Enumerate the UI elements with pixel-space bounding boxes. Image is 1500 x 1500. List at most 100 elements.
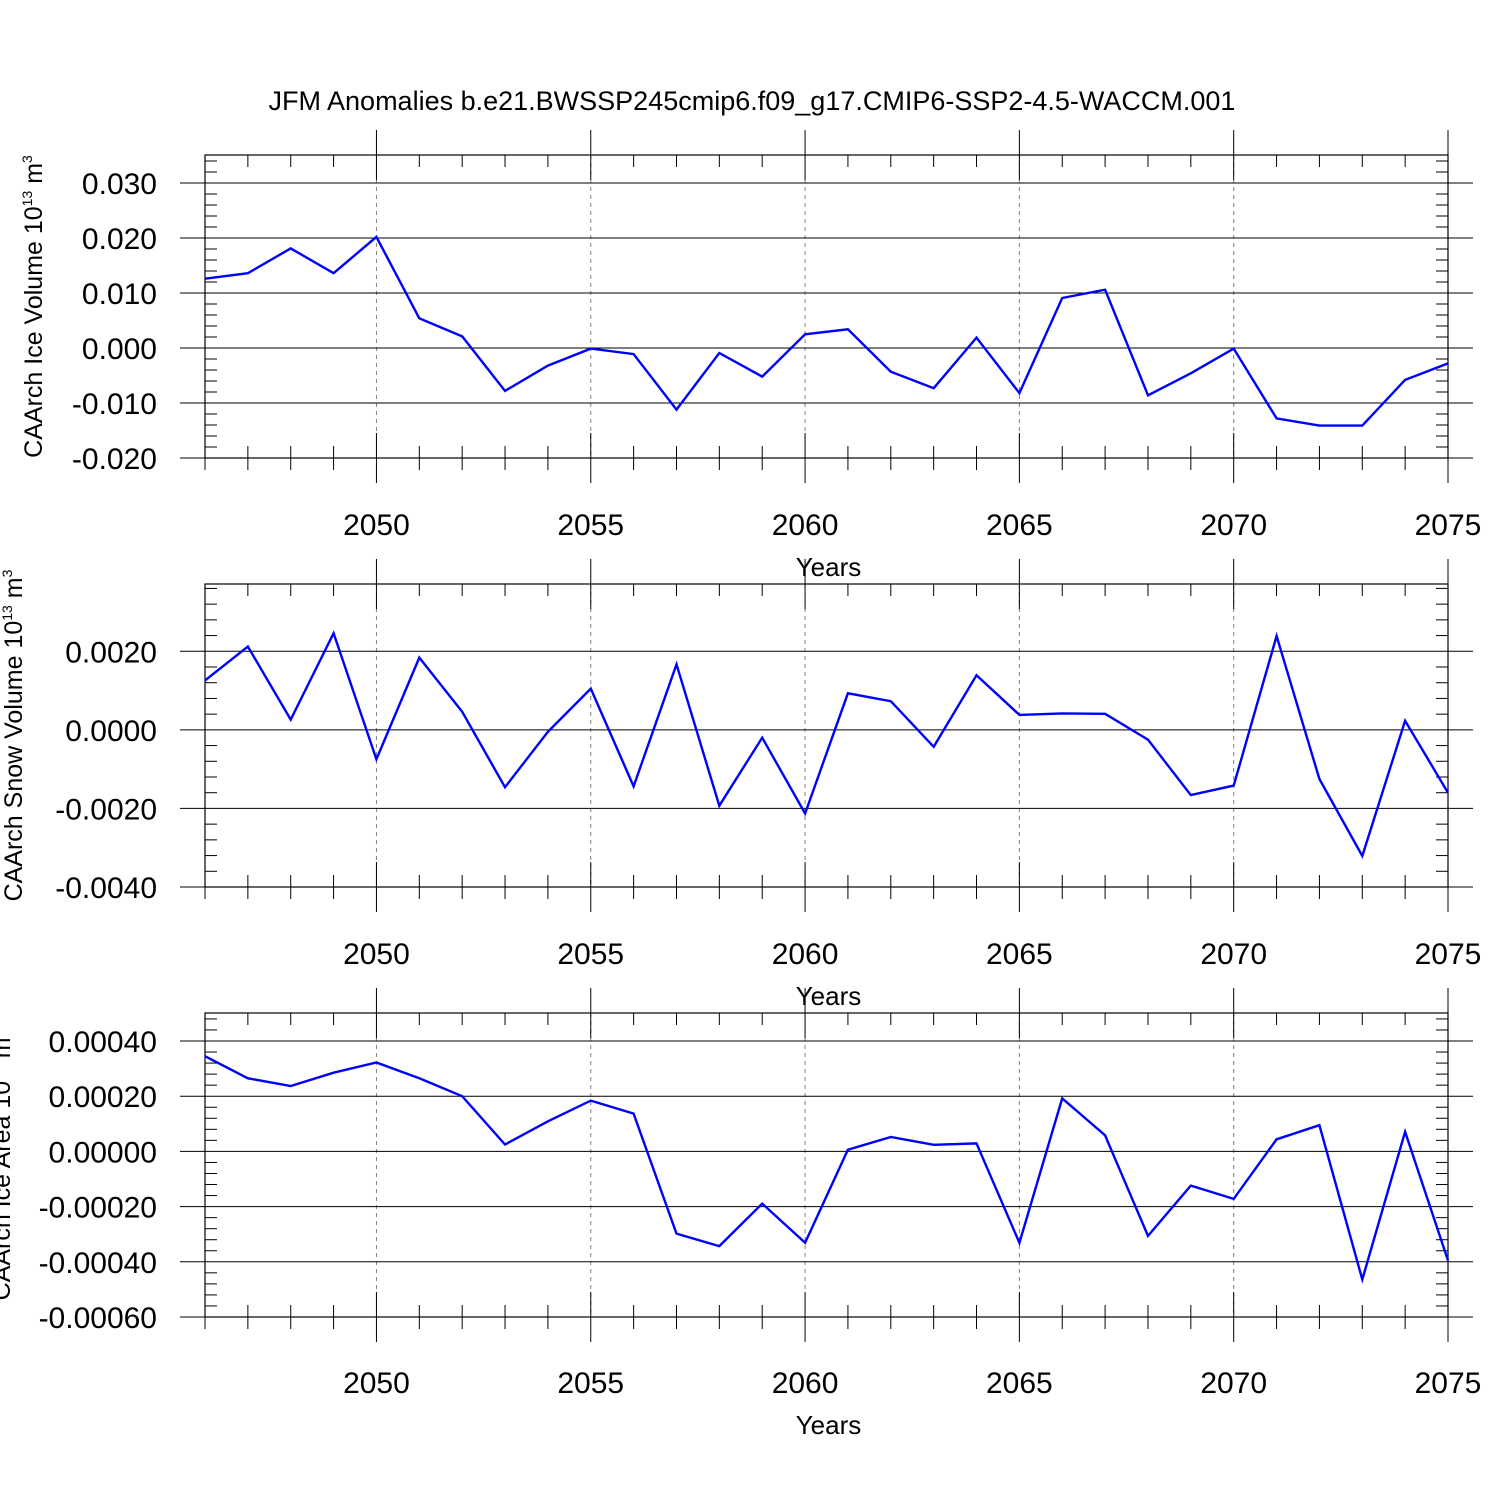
data-point bbox=[761, 737, 763, 739]
data-point bbox=[1018, 392, 1020, 394]
data-point bbox=[290, 247, 292, 249]
data-point bbox=[975, 1142, 977, 1144]
data-point bbox=[1190, 794, 1192, 796]
x-axis-title: Years bbox=[796, 552, 862, 582]
data-point bbox=[718, 804, 720, 806]
data-point bbox=[718, 1245, 720, 1247]
data-point bbox=[461, 711, 463, 713]
data-point bbox=[290, 1085, 292, 1087]
data-point bbox=[504, 390, 506, 392]
y-tick-label: -0.00040 bbox=[39, 1247, 157, 1280]
data-point bbox=[1190, 1184, 1192, 1186]
data-point bbox=[932, 387, 934, 389]
data-point bbox=[461, 1095, 463, 1097]
y-tick-label: 0.020 bbox=[82, 223, 157, 256]
plot-frame bbox=[204, 1012, 1449, 1318]
data-point bbox=[418, 317, 420, 319]
data-point bbox=[804, 333, 806, 335]
data-point bbox=[1232, 1198, 1234, 1200]
data-point bbox=[590, 1099, 592, 1101]
x-tick-label: 2075 bbox=[1415, 938, 1482, 971]
data-point bbox=[632, 353, 634, 355]
y-tick-label: 0.00020 bbox=[49, 1081, 157, 1114]
data-point bbox=[204, 278, 206, 280]
data-point bbox=[1275, 635, 1277, 637]
data-point bbox=[932, 746, 934, 748]
data-point bbox=[1147, 738, 1149, 740]
data-point bbox=[504, 786, 506, 788]
panels: -0.020 -0.010 0.000 0.010 0.020 0.030 2050 2055… bbox=[0, 130, 1481, 1440]
data-point bbox=[1318, 424, 1320, 426]
data-point bbox=[375, 1061, 377, 1063]
data-point bbox=[890, 700, 892, 702]
x-tick-label: 2050 bbox=[343, 938, 410, 971]
data-point bbox=[632, 1112, 634, 1114]
x-axis-title: Years bbox=[796, 1410, 862, 1440]
y-tick-label: 0.010 bbox=[82, 278, 157, 311]
data-point bbox=[204, 679, 206, 681]
data-point bbox=[1318, 1124, 1320, 1126]
data-point bbox=[461, 335, 463, 337]
x-axis-title: Years bbox=[796, 981, 862, 1011]
data-point bbox=[1232, 347, 1234, 349]
chart-panel-3: -0.00060 -0.00040 -0.00020 0.00000 0.00020 0.… bbox=[0, 988, 1481, 1440]
x-tick-label: 2060 bbox=[772, 509, 839, 542]
data-point bbox=[1275, 417, 1277, 419]
y-axis-title: CAArch Ice Area 1013 m2 bbox=[0, 1029, 16, 1300]
y-tick-label: 0.0020 bbox=[65, 636, 157, 669]
data-point bbox=[1275, 1138, 1277, 1140]
data-point bbox=[718, 352, 720, 354]
data-point bbox=[547, 1120, 549, 1122]
x-tick-label: 2070 bbox=[1200, 938, 1267, 971]
x-tick-label: 2075 bbox=[1415, 1367, 1482, 1400]
data-point bbox=[932, 1144, 934, 1146]
figure-title: JFM Anomalies b.e21.BWSSP245cmip6.f09_g1… bbox=[269, 86, 1236, 116]
data-point bbox=[1232, 784, 1234, 786]
data-point bbox=[590, 347, 592, 349]
data-point bbox=[1018, 1242, 1020, 1244]
data-point bbox=[1190, 372, 1192, 374]
data-point bbox=[247, 645, 249, 647]
data-point bbox=[247, 272, 249, 274]
data-point bbox=[975, 674, 977, 676]
data-point bbox=[1447, 362, 1449, 364]
data-point bbox=[1447, 792, 1449, 794]
x-tick-label: 2050 bbox=[343, 509, 410, 542]
data-point bbox=[804, 812, 806, 814]
data-point bbox=[847, 692, 849, 694]
data-point bbox=[1104, 289, 1106, 291]
data-point bbox=[1061, 1097, 1063, 1099]
chart-panel-2: -0.0040 -0.0020 0.0000 0.0020 2050 2055 2060 20… bbox=[0, 559, 1481, 1011]
data-point bbox=[1104, 713, 1106, 715]
x-tick-label: 2055 bbox=[557, 1367, 624, 1400]
data-point bbox=[1318, 778, 1320, 780]
x-tick-label: 2065 bbox=[986, 509, 1053, 542]
data-point bbox=[675, 663, 677, 665]
data-point bbox=[804, 1242, 806, 1244]
data-point bbox=[418, 1077, 420, 1079]
data-point bbox=[332, 272, 334, 274]
data-point bbox=[332, 632, 334, 634]
y-tick-label: -0.0020 bbox=[55, 793, 157, 826]
data-point bbox=[1404, 720, 1406, 722]
y-tick-label: 0.000 bbox=[82, 333, 157, 366]
y-tick-label: -0.020 bbox=[72, 443, 157, 476]
data-point bbox=[504, 1143, 506, 1145]
y-tick-label: -0.010 bbox=[72, 388, 157, 421]
y-axis-title: CAArch Snow Volume 1013 m3 bbox=[0, 569, 28, 901]
x-tick-label: 2075 bbox=[1415, 509, 1482, 542]
data-point bbox=[1147, 1235, 1149, 1237]
data-point bbox=[375, 236, 377, 238]
data-point bbox=[1104, 1134, 1106, 1136]
data-point bbox=[1361, 1278, 1363, 1280]
chart-panel-1: -0.020 -0.010 0.000 0.010 0.020 0.030 2050 2055… bbox=[19, 130, 1481, 582]
data-point bbox=[247, 1077, 249, 1079]
data-point bbox=[761, 1202, 763, 1204]
data-point bbox=[675, 408, 677, 410]
series-line bbox=[204, 235, 1449, 427]
y-tick-label: -0.0040 bbox=[55, 872, 157, 905]
data-point bbox=[1061, 712, 1063, 714]
data-point bbox=[375, 758, 377, 760]
series-line bbox=[204, 630, 1450, 860]
data-point bbox=[890, 370, 892, 372]
